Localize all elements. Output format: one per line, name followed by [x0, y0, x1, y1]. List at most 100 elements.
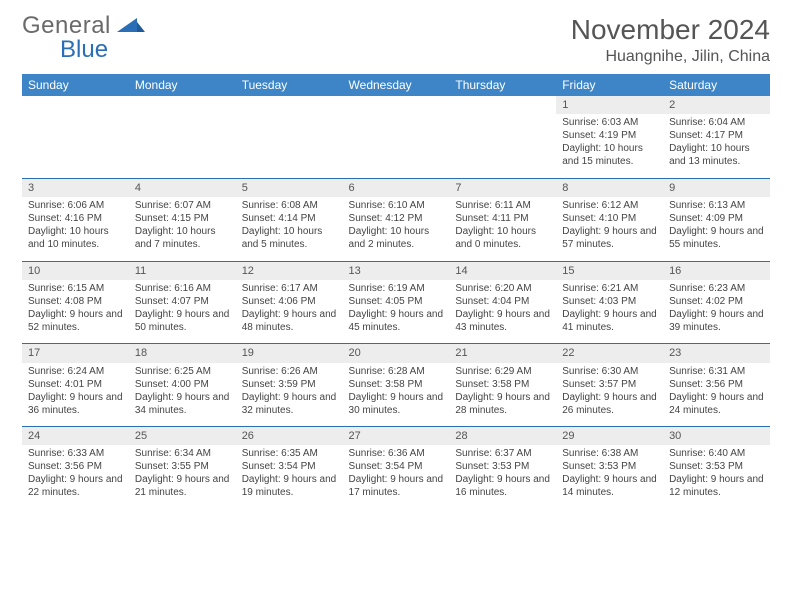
day-2-details: Sunrise: 6:04 AMSunset: 4:17 PMDaylight:… [663, 114, 770, 178]
daynum-25: 25 [129, 427, 236, 446]
daynum-29: 29 [556, 427, 663, 446]
sunset-line: Sunset: 4:05 PM [349, 295, 444, 308]
day-27-details: Sunrise: 6:36 AMSunset: 3:54 PMDaylight:… [343, 445, 450, 509]
logo-word-general: General [22, 12, 111, 39]
sunrise-line: Sunrise: 6:03 AM [562, 116, 657, 129]
daylight-line: Daylight: 9 hours and 50 minutes. [135, 308, 230, 334]
sunset-line: Sunset: 3:56 PM [669, 378, 764, 391]
sunset-line: Sunset: 3:54 PM [349, 460, 444, 473]
calendar-page: General Blue November 2024 Huangnihe, Ji… [0, 0, 792, 612]
sunrise-line: Sunrise: 6:35 AM [242, 447, 337, 460]
sunrise-line: Sunrise: 6:15 AM [28, 282, 123, 295]
sunrise-line: Sunrise: 6:21 AM [562, 282, 657, 295]
sunset-line: Sunset: 3:55 PM [135, 460, 230, 473]
day-15-details: Sunrise: 6:21 AMSunset: 4:03 PMDaylight:… [556, 280, 663, 344]
dayname-monday: Monday [129, 74, 236, 96]
day-30-details: Sunrise: 6:40 AMSunset: 3:53 PMDaylight:… [663, 445, 770, 509]
calendar-head: SundayMondayTuesdayWednesdayThursdayFrid… [22, 74, 770, 96]
daylight-line: Daylight: 9 hours and 36 minutes. [28, 391, 123, 417]
empty-cell [129, 114, 236, 178]
daynum-7: 7 [449, 178, 556, 197]
day-10-details: Sunrise: 6:15 AMSunset: 4:08 PMDaylight:… [22, 280, 129, 344]
week-1-daynums: 3456789 [22, 178, 770, 197]
sunrise-line: Sunrise: 6:20 AM [455, 282, 550, 295]
week-0-details: Sunrise: 6:03 AMSunset: 4:19 PMDaylight:… [22, 114, 770, 178]
week-1-details: Sunrise: 6:06 AMSunset: 4:16 PMDaylight:… [22, 197, 770, 261]
daylight-line: Daylight: 9 hours and 48 minutes. [242, 308, 337, 334]
sunset-line: Sunset: 3:58 PM [349, 378, 444, 391]
day-29-details: Sunrise: 6:38 AMSunset: 3:53 PMDaylight:… [556, 445, 663, 509]
daynum-14: 14 [449, 261, 556, 280]
daynum-20: 20 [343, 344, 450, 363]
day-12-details: Sunrise: 6:17 AMSunset: 4:06 PMDaylight:… [236, 280, 343, 344]
daynum-9: 9 [663, 178, 770, 197]
daynum-23: 23 [663, 344, 770, 363]
daynum-21: 21 [449, 344, 556, 363]
daynum-30: 30 [663, 427, 770, 446]
daylight-line: Daylight: 10 hours and 7 minutes. [135, 225, 230, 251]
day-1-details: Sunrise: 6:03 AMSunset: 4:19 PMDaylight:… [556, 114, 663, 178]
sunset-line: Sunset: 3:56 PM [28, 460, 123, 473]
daynum-17: 17 [22, 344, 129, 363]
daylight-line: Daylight: 9 hours and 21 minutes. [135, 473, 230, 499]
daylight-line: Daylight: 9 hours and 17 minutes. [349, 473, 444, 499]
daylight-line: Daylight: 9 hours and 45 minutes. [349, 308, 444, 334]
sunrise-line: Sunrise: 6:28 AM [349, 365, 444, 378]
sunset-line: Sunset: 4:02 PM [669, 295, 764, 308]
calendar-body: 12Sunrise: 6:03 AMSunset: 4:19 PMDayligh… [22, 96, 770, 509]
sunset-line: Sunset: 4:03 PM [562, 295, 657, 308]
daynum-19: 19 [236, 344, 343, 363]
logo: General Blue [22, 14, 145, 62]
daynum-22: 22 [556, 344, 663, 363]
daynum-4: 4 [129, 178, 236, 197]
sunset-line: Sunset: 4:07 PM [135, 295, 230, 308]
sunrise-line: Sunrise: 6:06 AM [28, 199, 123, 212]
sunset-line: Sunset: 4:04 PM [455, 295, 550, 308]
day-28-details: Sunrise: 6:37 AMSunset: 3:53 PMDaylight:… [449, 445, 556, 509]
daynum-16: 16 [663, 261, 770, 280]
sunset-line: Sunset: 4:17 PM [669, 129, 764, 142]
sunrise-line: Sunrise: 6:08 AM [242, 199, 337, 212]
day-18-details: Sunrise: 6:25 AMSunset: 4:00 PMDaylight:… [129, 363, 236, 427]
day-13-details: Sunrise: 6:19 AMSunset: 4:05 PMDaylight:… [343, 280, 450, 344]
week-3-details: Sunrise: 6:24 AMSunset: 4:01 PMDaylight:… [22, 363, 770, 427]
sunrise-line: Sunrise: 6:04 AM [669, 116, 764, 129]
week-3-daynums: 17181920212223 [22, 344, 770, 363]
dayname-tuesday: Tuesday [236, 74, 343, 96]
sunset-line: Sunset: 3:54 PM [242, 460, 337, 473]
sunset-line: Sunset: 4:09 PM [669, 212, 764, 225]
daylight-line: Daylight: 9 hours and 32 minutes. [242, 391, 337, 417]
sunset-line: Sunset: 3:58 PM [455, 378, 550, 391]
sunset-line: Sunset: 4:00 PM [135, 378, 230, 391]
daynum-13: 13 [343, 261, 450, 280]
sunrise-line: Sunrise: 6:40 AM [669, 447, 764, 460]
daynum-26: 26 [236, 427, 343, 446]
daylight-line: Daylight: 9 hours and 24 minutes. [669, 391, 764, 417]
sunrise-line: Sunrise: 6:17 AM [242, 282, 337, 295]
day-21-details: Sunrise: 6:29 AMSunset: 3:58 PMDaylight:… [449, 363, 556, 427]
empty-cell [22, 114, 129, 178]
daylight-line: Daylight: 9 hours and 22 minutes. [28, 473, 123, 499]
sunrise-line: Sunrise: 6:33 AM [28, 447, 123, 460]
day-16-details: Sunrise: 6:23 AMSunset: 4:02 PMDaylight:… [663, 280, 770, 344]
daylight-line: Daylight: 9 hours and 57 minutes. [562, 225, 657, 251]
sunset-line: Sunset: 4:15 PM [135, 212, 230, 225]
daylight-line: Daylight: 10 hours and 2 minutes. [349, 225, 444, 251]
daylight-line: Daylight: 10 hours and 13 minutes. [669, 142, 764, 168]
day-22-details: Sunrise: 6:30 AMSunset: 3:57 PMDaylight:… [556, 363, 663, 427]
sunset-line: Sunset: 4:10 PM [562, 212, 657, 225]
sunset-line: Sunset: 3:53 PM [562, 460, 657, 473]
week-4-daynums: 24252627282930 [22, 427, 770, 446]
logo-word-blue: Blue [60, 36, 108, 63]
daynum-28: 28 [449, 427, 556, 446]
sunset-line: Sunset: 4:06 PM [242, 295, 337, 308]
day-19-details: Sunrise: 6:26 AMSunset: 3:59 PMDaylight:… [236, 363, 343, 427]
daynum-24: 24 [22, 427, 129, 446]
sunset-line: Sunset: 3:59 PM [242, 378, 337, 391]
daylight-line: Daylight: 9 hours and 16 minutes. [455, 473, 550, 499]
day-11-details: Sunrise: 6:16 AMSunset: 4:07 PMDaylight:… [129, 280, 236, 344]
empty-cell [236, 114, 343, 178]
sunrise-line: Sunrise: 6:29 AM [455, 365, 550, 378]
empty-cell [449, 114, 556, 178]
dayname-row: SundayMondayTuesdayWednesdayThursdayFrid… [22, 74, 770, 96]
